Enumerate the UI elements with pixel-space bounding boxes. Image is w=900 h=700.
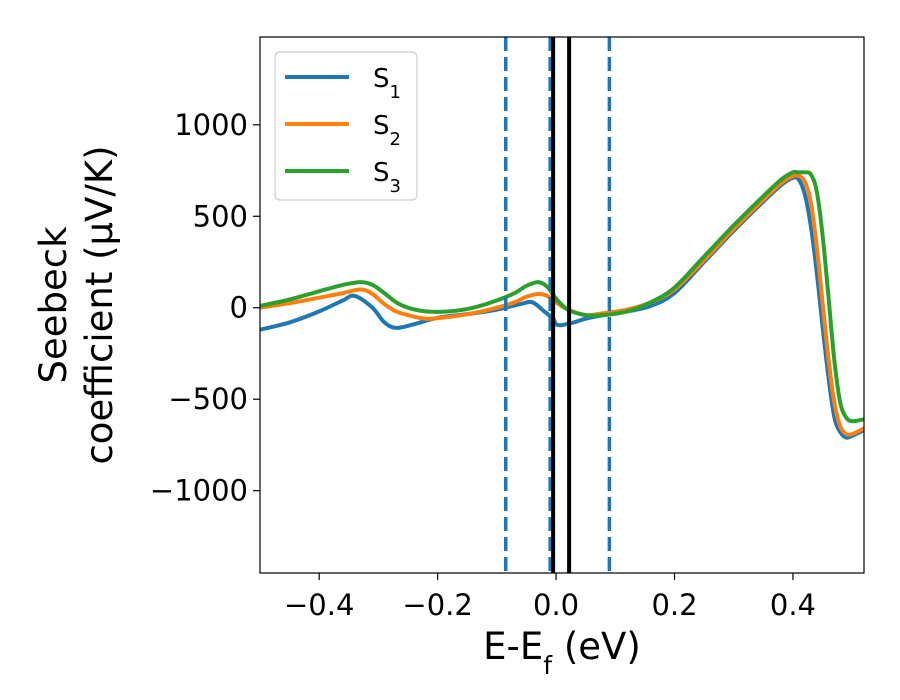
x-tick-label: −0.4 (284, 588, 354, 622)
x-tick-label: −0.2 (402, 588, 472, 622)
x-tick-label: 0.0 (533, 588, 579, 622)
series-line-3 (260, 169, 864, 424)
reference-lines (503, 37, 612, 573)
legend-label-1: S1 (373, 64, 401, 103)
legend-label-2: S2 (373, 111, 401, 150)
y-tick-label: −1000 (150, 474, 248, 508)
y-tick-label: 500 (193, 199, 248, 233)
legend-label-3: S3 (373, 158, 401, 197)
legend: S1 S2 S3 (274, 51, 418, 201)
plot-lines (260, 169, 864, 440)
y-tick-label: 0 (230, 291, 248, 325)
axis-ticks: −0.4 −0.2 0.0 0.2 0.4 −1000 −500 0 500 1000 (150, 108, 816, 622)
x-axis-label: E-Ef (eV) (483, 625, 641, 680)
y-axis-label-line: Seebeck (32, 226, 75, 384)
y-axis-label-line: coefficient (μV/K) (78, 145, 121, 464)
y-axis-label: Seebeck coefficient (μV/K) (32, 145, 121, 464)
x-tick-label: 0.2 (651, 588, 697, 622)
plot-frame (259, 36, 865, 574)
x-tick-label: 0.4 (770, 588, 816, 622)
y-tick-label: 1000 (174, 108, 248, 142)
y-tick-label: −500 (168, 382, 248, 416)
